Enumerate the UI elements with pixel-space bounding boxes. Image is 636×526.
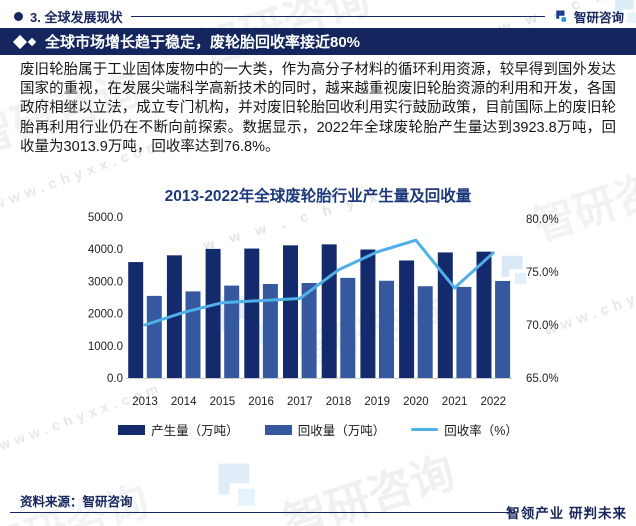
recovery-bar: [417, 286, 433, 378]
x-axis-label: 2018: [326, 396, 352, 408]
brand-name: 智研咨询: [573, 10, 624, 25]
recovery-bar: [146, 295, 162, 378]
left-axis-tick: 0.0: [107, 373, 123, 385]
production-bar: [476, 251, 492, 378]
left-axis-tick: 2000.0: [88, 309, 123, 321]
section-title: 3. 全球发展现状: [30, 9, 123, 25]
right-axis-tick: 65.0%: [526, 373, 559, 385]
production-bar: [244, 248, 260, 378]
production-bar: [360, 249, 376, 378]
legend-swatch-recovery-rate: [411, 428, 439, 431]
diamond-icon: [12, 34, 37, 49]
production-bar: [128, 262, 144, 378]
footer-divider: [10, 512, 515, 513]
x-axis-label: 2021: [442, 396, 468, 408]
chart-plot-svg: 0.0 1000.0 2000.0 3000.0 4000.0 5000.0 65.0% 70…: [88, 212, 559, 408]
legend-item-recovery-rate: 回收率（%）: [411, 420, 518, 439]
production-bar: [283, 245, 298, 378]
legend-label-recovery-rate: 回收率（%）: [444, 424, 518, 438]
brand-slogan: 智领产业 研判未来: [506, 506, 627, 521]
recovery-bar: [379, 280, 394, 378]
right-axis-tick: 70.0%: [526, 320, 559, 332]
x-axis-label: 2014: [171, 396, 197, 408]
legend-swatch-recovery: [264, 424, 292, 435]
chart-legend: 产生量（万吨） 回收量（万吨） 回收率（%）: [0, 420, 636, 439]
x-axis-label: 2020: [403, 396, 429, 408]
watermark-logo-bottom: [210, 458, 266, 519]
recovery-rate-line: [143, 238, 495, 327]
x-axis-label: 2019: [364, 396, 390, 408]
headline-text: 全球市场增长趋于稳定，废轮胎回收率接近80%: [45, 34, 361, 51]
recovery-bar: [301, 283, 317, 378]
x-axis-label: 2013: [132, 396, 158, 408]
production-bar: [321, 244, 337, 378]
x-axis-label: 2022: [481, 396, 507, 408]
left-axis-tick: 4000.0: [88, 244, 123, 256]
header-divider: [131, 15, 545, 17]
legend-item-recovery: 回收量（万吨）: [264, 420, 386, 439]
x-axis-label: 2017: [287, 396, 313, 408]
recovery-bar: [340, 277, 356, 378]
legend-item-production: 产生量（万吨）: [118, 420, 239, 439]
page-header: 3. 全球发展现状 智研咨询: [0, 6, 636, 26]
x-axis-label: 2015: [210, 396, 236, 408]
right-axis-tick: 75.0%: [526, 267, 559, 279]
production-bar: [205, 248, 221, 378]
production-bar: [437, 252, 453, 378]
chart-title: 2013-2022年全球废轮胎行业产生量及回收量: [164, 188, 472, 205]
brand-logo-icon: [218, 463, 255, 506]
brand-logo-icon: [556, 10, 566, 22]
recovery-bar: [185, 291, 201, 378]
production-bar: [399, 260, 415, 378]
headline-banner: 全球市场增长趋于稳定，废轮胎回收率接近80%: [0, 28, 636, 55]
legend-label-recovery: 回收量（万吨）: [297, 424, 386, 438]
legend-swatch-production: [118, 424, 146, 435]
legend-label-production: 产生量（万吨）: [151, 424, 239, 438]
section-bullet-icon: [14, 11, 23, 21]
recovery-bar: [262, 283, 278, 378]
left-axis-tick: 3000.0: [88, 276, 123, 288]
recovery-bar: [456, 286, 472, 378]
left-axis-tick: 5000.0: [88, 212, 123, 224]
x-axis-label: 2016: [248, 396, 274, 408]
data-source-label: 资料来源：智研咨询: [20, 495, 133, 509]
recovery-bar: [495, 280, 511, 378]
recovery-bar: [224, 285, 240, 378]
left-axis-tick: 1000.0: [88, 341, 123, 353]
body-paragraph: 废旧轮胎属于工业固体废物中的一大类，作为高分子材料的循环利用资源，较早得到国外发…: [20, 62, 616, 155]
right-axis-tick: 80.0%: [526, 214, 559, 226]
